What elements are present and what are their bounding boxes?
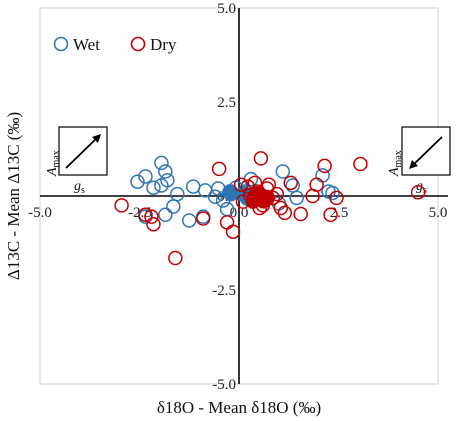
data-point-dry [195, 211, 211, 226]
x-tick-label: 5.0 [429, 205, 448, 221]
data-point-dry [353, 156, 368, 172]
data-points [114, 151, 426, 266]
data-point-dry [211, 161, 227, 177]
data-point-dry [146, 216, 161, 232]
inset-right-y-label: Amax [387, 150, 404, 177]
y-tick-label: -2.5 [212, 283, 236, 299]
data-point-dry [144, 209, 159, 224]
data-point-dry [317, 158, 332, 174]
y-axis-title: Δ13C - Mean Δ13C (‰) [4, 112, 23, 280]
legend-label-dry: Dry [150, 35, 177, 54]
data-point-dry [309, 177, 324, 192]
data-point-dry [283, 175, 298, 191]
y-tick-label: -5.0 [212, 377, 236, 393]
data-point-wet [138, 169, 153, 184]
inset-left-x-sub: s [81, 185, 85, 196]
data-point-wet [207, 189, 223, 205]
data-point-dry [168, 250, 183, 266]
data-point-wet [185, 179, 201, 194]
data-point-dry [410, 184, 426, 200]
inset-left-y-label: Amax [45, 150, 62, 177]
data-point-wet [158, 164, 173, 179]
data-point-wet [315, 168, 330, 183]
arrow-down-left-icon [409, 160, 418, 169]
y-tick-label: 5.0 [217, 1, 236, 17]
data-point-dry [253, 151, 269, 166]
x-axis-title: δ18O - Mean δ18O (‰) [157, 398, 321, 417]
data-point-wet [197, 183, 213, 198]
inset-left-y-main: A [45, 167, 60, 177]
data-point-wet [160, 172, 175, 188]
x-tick-label: -5.0 [28, 205, 52, 221]
y-tick-label: 2.5 [217, 95, 236, 111]
legend-label-wet: Wet [73, 35, 100, 54]
data-point-dry [277, 205, 293, 221]
inset-left-y-sub: max [51, 150, 62, 167]
inset-right-box [401, 126, 451, 176]
data-point-dry [114, 198, 129, 213]
data-point-dry [329, 190, 344, 206]
data-point-wet [275, 164, 291, 179]
data-point-dry [233, 177, 249, 192]
data-point-dry [138, 207, 153, 223]
data-point-wet [243, 171, 259, 187]
data-point-wet [182, 213, 197, 228]
data-point-dry [219, 215, 235, 230]
data-point-wet [146, 180, 161, 195]
inset-left-arrow [65, 136, 99, 169]
inset-right-arrow [412, 136, 443, 166]
inset-left-x-main: g [74, 179, 81, 194]
data-point-dry [225, 224, 241, 239]
data-point-dry [293, 206, 308, 222]
inset-right-y-sub: max [393, 150, 404, 167]
data-point-wet [289, 190, 304, 206]
data-point-wet [166, 199, 181, 214]
inset-left: Amax gs [45, 126, 108, 196]
data-point-wet [154, 155, 169, 171]
inset-right-y-main: A [387, 167, 402, 177]
legend-marker-wet [53, 36, 69, 52]
legend-marker-dry [130, 36, 146, 52]
data-point-wet [170, 186, 185, 202]
x-tick-label: 0.0 [230, 205, 249, 221]
x-tick-label: 2.5 [330, 205, 349, 221]
legend: Wet Dry [53, 35, 177, 54]
arrow-up-right-icon [92, 134, 101, 143]
data-point-wet [130, 174, 145, 189]
data-point-dry [273, 200, 289, 216]
data-point-dry [323, 207, 338, 223]
inset-left-x-label: gs [74, 179, 85, 196]
data-point-wet [158, 207, 173, 223]
data-point-dry-dense [248, 186, 266, 203]
